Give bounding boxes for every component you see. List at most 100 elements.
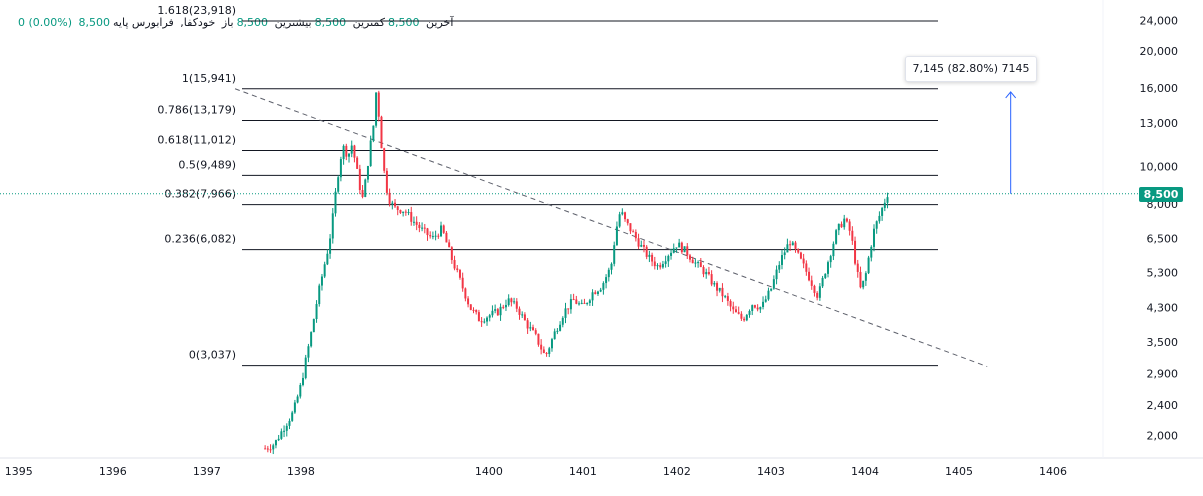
candle [594,292,597,294]
candle [507,298,510,305]
candle [816,292,819,298]
candle [372,125,375,141]
candle [672,248,675,253]
candle [545,352,548,354]
candle [737,312,740,314]
candle [486,317,489,322]
candle [510,298,513,303]
candle [710,274,713,285]
y-tick-label: 16,000 [1140,82,1179,95]
candle [440,225,443,237]
candle [396,206,399,210]
candle [829,256,832,263]
x-tick-label: 1405 [945,465,973,478]
candle [548,348,551,354]
candle [567,308,570,310]
candle [434,235,437,237]
candle [366,165,369,180]
candle [480,321,483,323]
close-value: 8,500 [78,16,111,29]
candle [312,319,315,333]
open-label: باز [221,16,234,29]
candle [285,425,288,431]
candle [670,252,673,256]
y-tick-label: 2,900 [1147,367,1179,380]
candle [375,92,378,126]
candle [437,235,440,237]
candle [442,225,445,233]
candle [356,157,359,169]
low-label: کمترین [352,16,386,29]
candle [350,145,353,154]
fib-level-label: 1.618(23,918) [157,4,236,17]
candle [699,262,702,268]
low-value: 8,500 [388,16,420,29]
candle [621,212,624,215]
candle [851,230,854,241]
symbol-name[interactable]: خودکفا [183,16,216,29]
candle [345,145,348,157]
candle [399,209,402,213]
candle [637,238,640,247]
candle [726,296,729,301]
x-tick-label: 1402 [663,465,691,478]
candle [718,287,721,291]
x-tick-label: 1400 [475,465,503,478]
candle [269,449,272,451]
candle [542,349,545,353]
high-label: بیشترین [274,16,312,29]
candle [291,412,294,421]
candle [537,333,540,345]
candle [786,244,789,253]
candle [380,116,383,149]
trendline [234,88,988,368]
candle [688,255,691,260]
candle [624,212,627,220]
candle [724,296,727,298]
x-tick-label: 1406 [1039,465,1067,478]
candle [797,248,800,253]
candle [745,314,748,321]
candle [848,221,851,231]
y-tick-label: 4,300 [1147,302,1179,315]
candle [575,299,578,304]
candle [348,153,351,157]
candle [266,448,269,450]
fib-level-label: 0.236(6,082) [164,233,236,246]
candle [404,211,407,213]
candle [602,283,605,290]
candle [385,170,388,193]
candle [588,300,591,304]
candle [661,263,664,268]
candle [307,346,310,358]
candle [694,262,697,264]
candle [326,253,329,265]
candle [421,227,424,229]
candle [569,299,572,310]
candle [445,232,448,243]
candle [464,288,467,299]
candle [599,289,602,292]
x-tick-label: 1401 [569,465,597,478]
measure-arrow-head [1005,91,1017,99]
candle [783,252,786,256]
candle [791,242,794,246]
candle [388,192,391,204]
candle [456,268,459,270]
last-price-badge: 8,500 [1139,187,1183,202]
candle [296,396,299,403]
candle [469,304,472,310]
candle [342,145,345,160]
candle [772,279,775,289]
candle [686,246,689,256]
x-tick-label: 1398 [287,465,315,478]
high-value: 8,500 [314,16,347,29]
candle [607,269,610,278]
candle [302,377,305,385]
candle [277,438,280,441]
candle [502,306,505,308]
candle [315,304,318,320]
candle [394,202,397,207]
x-tick-label: 1395 [5,465,33,478]
